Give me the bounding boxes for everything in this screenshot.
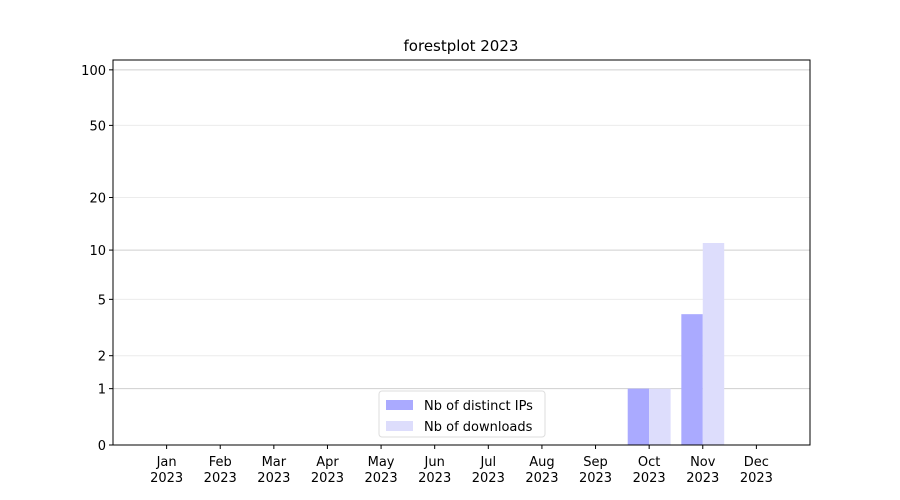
legend-swatch [386, 400, 413, 410]
x-tick-label: Jan 2023 [150, 455, 183, 486]
legend-box [378, 390, 546, 438]
legend-label: Nb of downloads [424, 420, 533, 435]
x-tick-label: Jun 2023 [418, 455, 451, 486]
y-tick-label: 0 [98, 439, 106, 454]
bar [627, 388, 650, 445]
y-tick-label: 1 [98, 383, 106, 398]
legend-label: Nb of distinct IPs [424, 399, 533, 414]
y-tick-label: 2 [98, 350, 106, 365]
y-tick-label: 20 [89, 192, 106, 207]
bar [681, 314, 703, 445]
x-tick-label: May 2023 [365, 455, 398, 486]
x-tick-label: Dec 2023 [740, 455, 773, 486]
chart-title: forestplot 2023 [404, 37, 519, 55]
y-tick-label: 50 [89, 119, 106, 134]
bar [702, 243, 725, 445]
x-tick-label: Sep 2023 [579, 455, 612, 486]
legend-swatch [386, 421, 413, 431]
x-tick-label: Oct 2023 [633, 455, 666, 486]
x-tick-label: Jul 2023 [472, 455, 505, 486]
x-tick-label: Apr 2023 [311, 455, 344, 486]
x-tick-label: Aug 2023 [525, 455, 558, 486]
x-tick-label: Mar 2023 [257, 455, 290, 486]
y-tick-label: 5 [98, 293, 106, 308]
x-tick-label: Nov 2023 [686, 455, 719, 486]
bar [649, 388, 671, 445]
plot-frame [112, 59, 811, 446]
y-tick-label: 100 [81, 64, 106, 79]
x-tick-label: Feb 2023 [204, 455, 237, 486]
y-tick-label: 10 [89, 244, 106, 259]
